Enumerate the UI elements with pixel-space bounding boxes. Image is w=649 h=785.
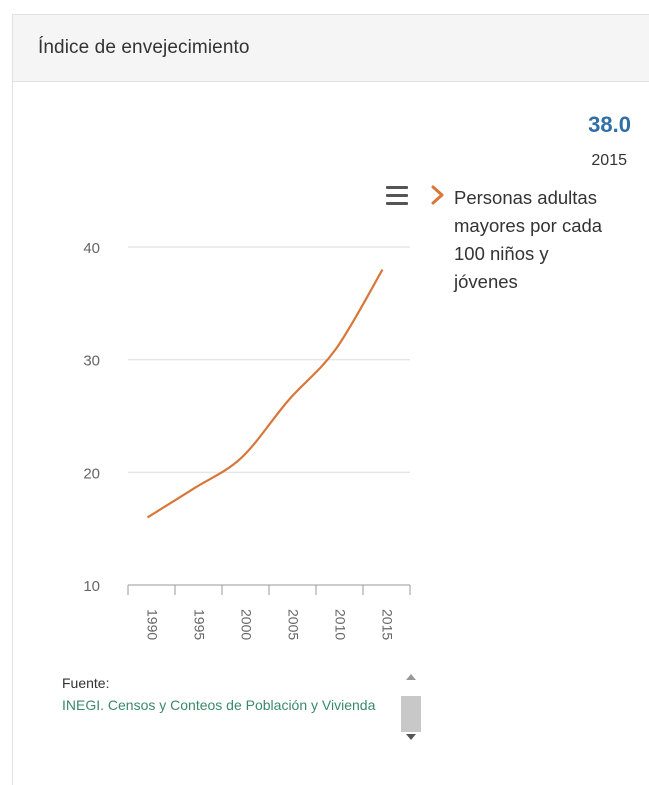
panel-header: Índice de envejecimiento bbox=[12, 14, 649, 82]
x-tick-label: 2005 bbox=[286, 609, 302, 640]
series-line bbox=[146, 268, 384, 519]
chevron-right-icon bbox=[431, 185, 444, 205]
x-tick-label: 2010 bbox=[333, 609, 349, 640]
y-tick-label: 30 bbox=[83, 353, 100, 370]
line-chart: 10 20 30 40 1990 1995 2000 2005 2010 2015 bbox=[83, 240, 411, 640]
scroll-up-arrow-icon[interactable] bbox=[406, 674, 416, 680]
y-tick-label: 10 bbox=[83, 578, 100, 595]
source-label: Fuente: bbox=[62, 675, 110, 691]
y-tick-label: 40 bbox=[83, 240, 100, 257]
x-tick-label: 2015 bbox=[380, 609, 396, 640]
x-tick-label: 2000 bbox=[239, 609, 255, 640]
panel-border bbox=[12, 82, 13, 785]
hamburger-menu-icon[interactable] bbox=[386, 186, 408, 206]
scroll-down-arrow-icon[interactable] bbox=[406, 734, 416, 740]
panel-title: Índice de envejecimiento bbox=[38, 37, 250, 58]
source-box: Fuente: INEGI. Censos y Conteos de Pobla… bbox=[62, 672, 382, 716]
kpi-year: 2015 bbox=[591, 152, 627, 169]
legend-label[interactable]: Personas adultas mayores por cada 100 ni… bbox=[454, 187, 603, 292]
y-tick-label: 20 bbox=[83, 465, 100, 482]
scrollbar-thumb[interactable] bbox=[401, 696, 421, 732]
source-link[interactable]: INEGI. Censos y Conteos de Población y V… bbox=[62, 697, 376, 713]
x-tick-label: 1995 bbox=[192, 609, 208, 640]
x-tick-label: 1990 bbox=[145, 609, 161, 640]
source-scrollbar[interactable] bbox=[400, 668, 422, 748]
kpi-value: 38.0 bbox=[588, 112, 631, 137]
